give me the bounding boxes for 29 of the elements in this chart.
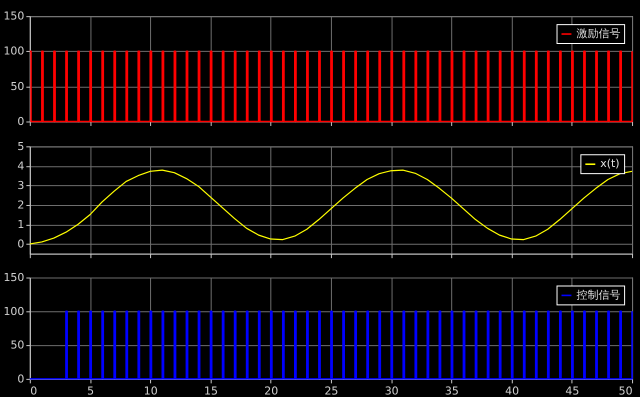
y-tick-label: 5 — [17, 140, 24, 153]
x-tick-label: 50 — [618, 384, 633, 397]
legend-label: 控制信号 — [576, 288, 620, 302]
x-tick-label: 45 — [565, 384, 580, 397]
y-tick-label: 3 — [17, 178, 24, 192]
y-tick-label: 100 — [3, 304, 24, 318]
y-tick-label: 0 — [17, 372, 24, 386]
x-tick-label: 30 — [384, 384, 399, 397]
y-tick-label: 0 — [17, 114, 24, 128]
y-tick-label: 50 — [10, 338, 24, 352]
x-tick-label: 35 — [444, 384, 459, 397]
y-tick-label: 150 — [3, 270, 24, 284]
y-tick-label: 50 — [10, 80, 24, 93]
line-series — [29, 170, 633, 245]
y-tick-label: 2 — [17, 198, 24, 212]
y-tick-label: 1 — [17, 218, 24, 231]
legend-label: 激励信号 — [576, 27, 620, 40]
x-tick-label: 10 — [144, 384, 158, 397]
y-tick-label: 0 — [17, 237, 24, 250]
x-tick-label: 15 — [204, 384, 218, 397]
x-tick-label: 20 — [264, 384, 278, 397]
x-tick-label: 25 — [324, 384, 338, 397]
x-tick-label: 0 — [30, 384, 38, 397]
x-tick-label: 5 — [87, 384, 94, 397]
y-tick-label: 4 — [17, 159, 24, 172]
legend-label: x(t) — [600, 157, 620, 170]
y-tick-label: 100 — [3, 44, 24, 58]
y-tick-label: 150 — [3, 10, 24, 23]
x-tick-label: 40 — [505, 384, 520, 397]
